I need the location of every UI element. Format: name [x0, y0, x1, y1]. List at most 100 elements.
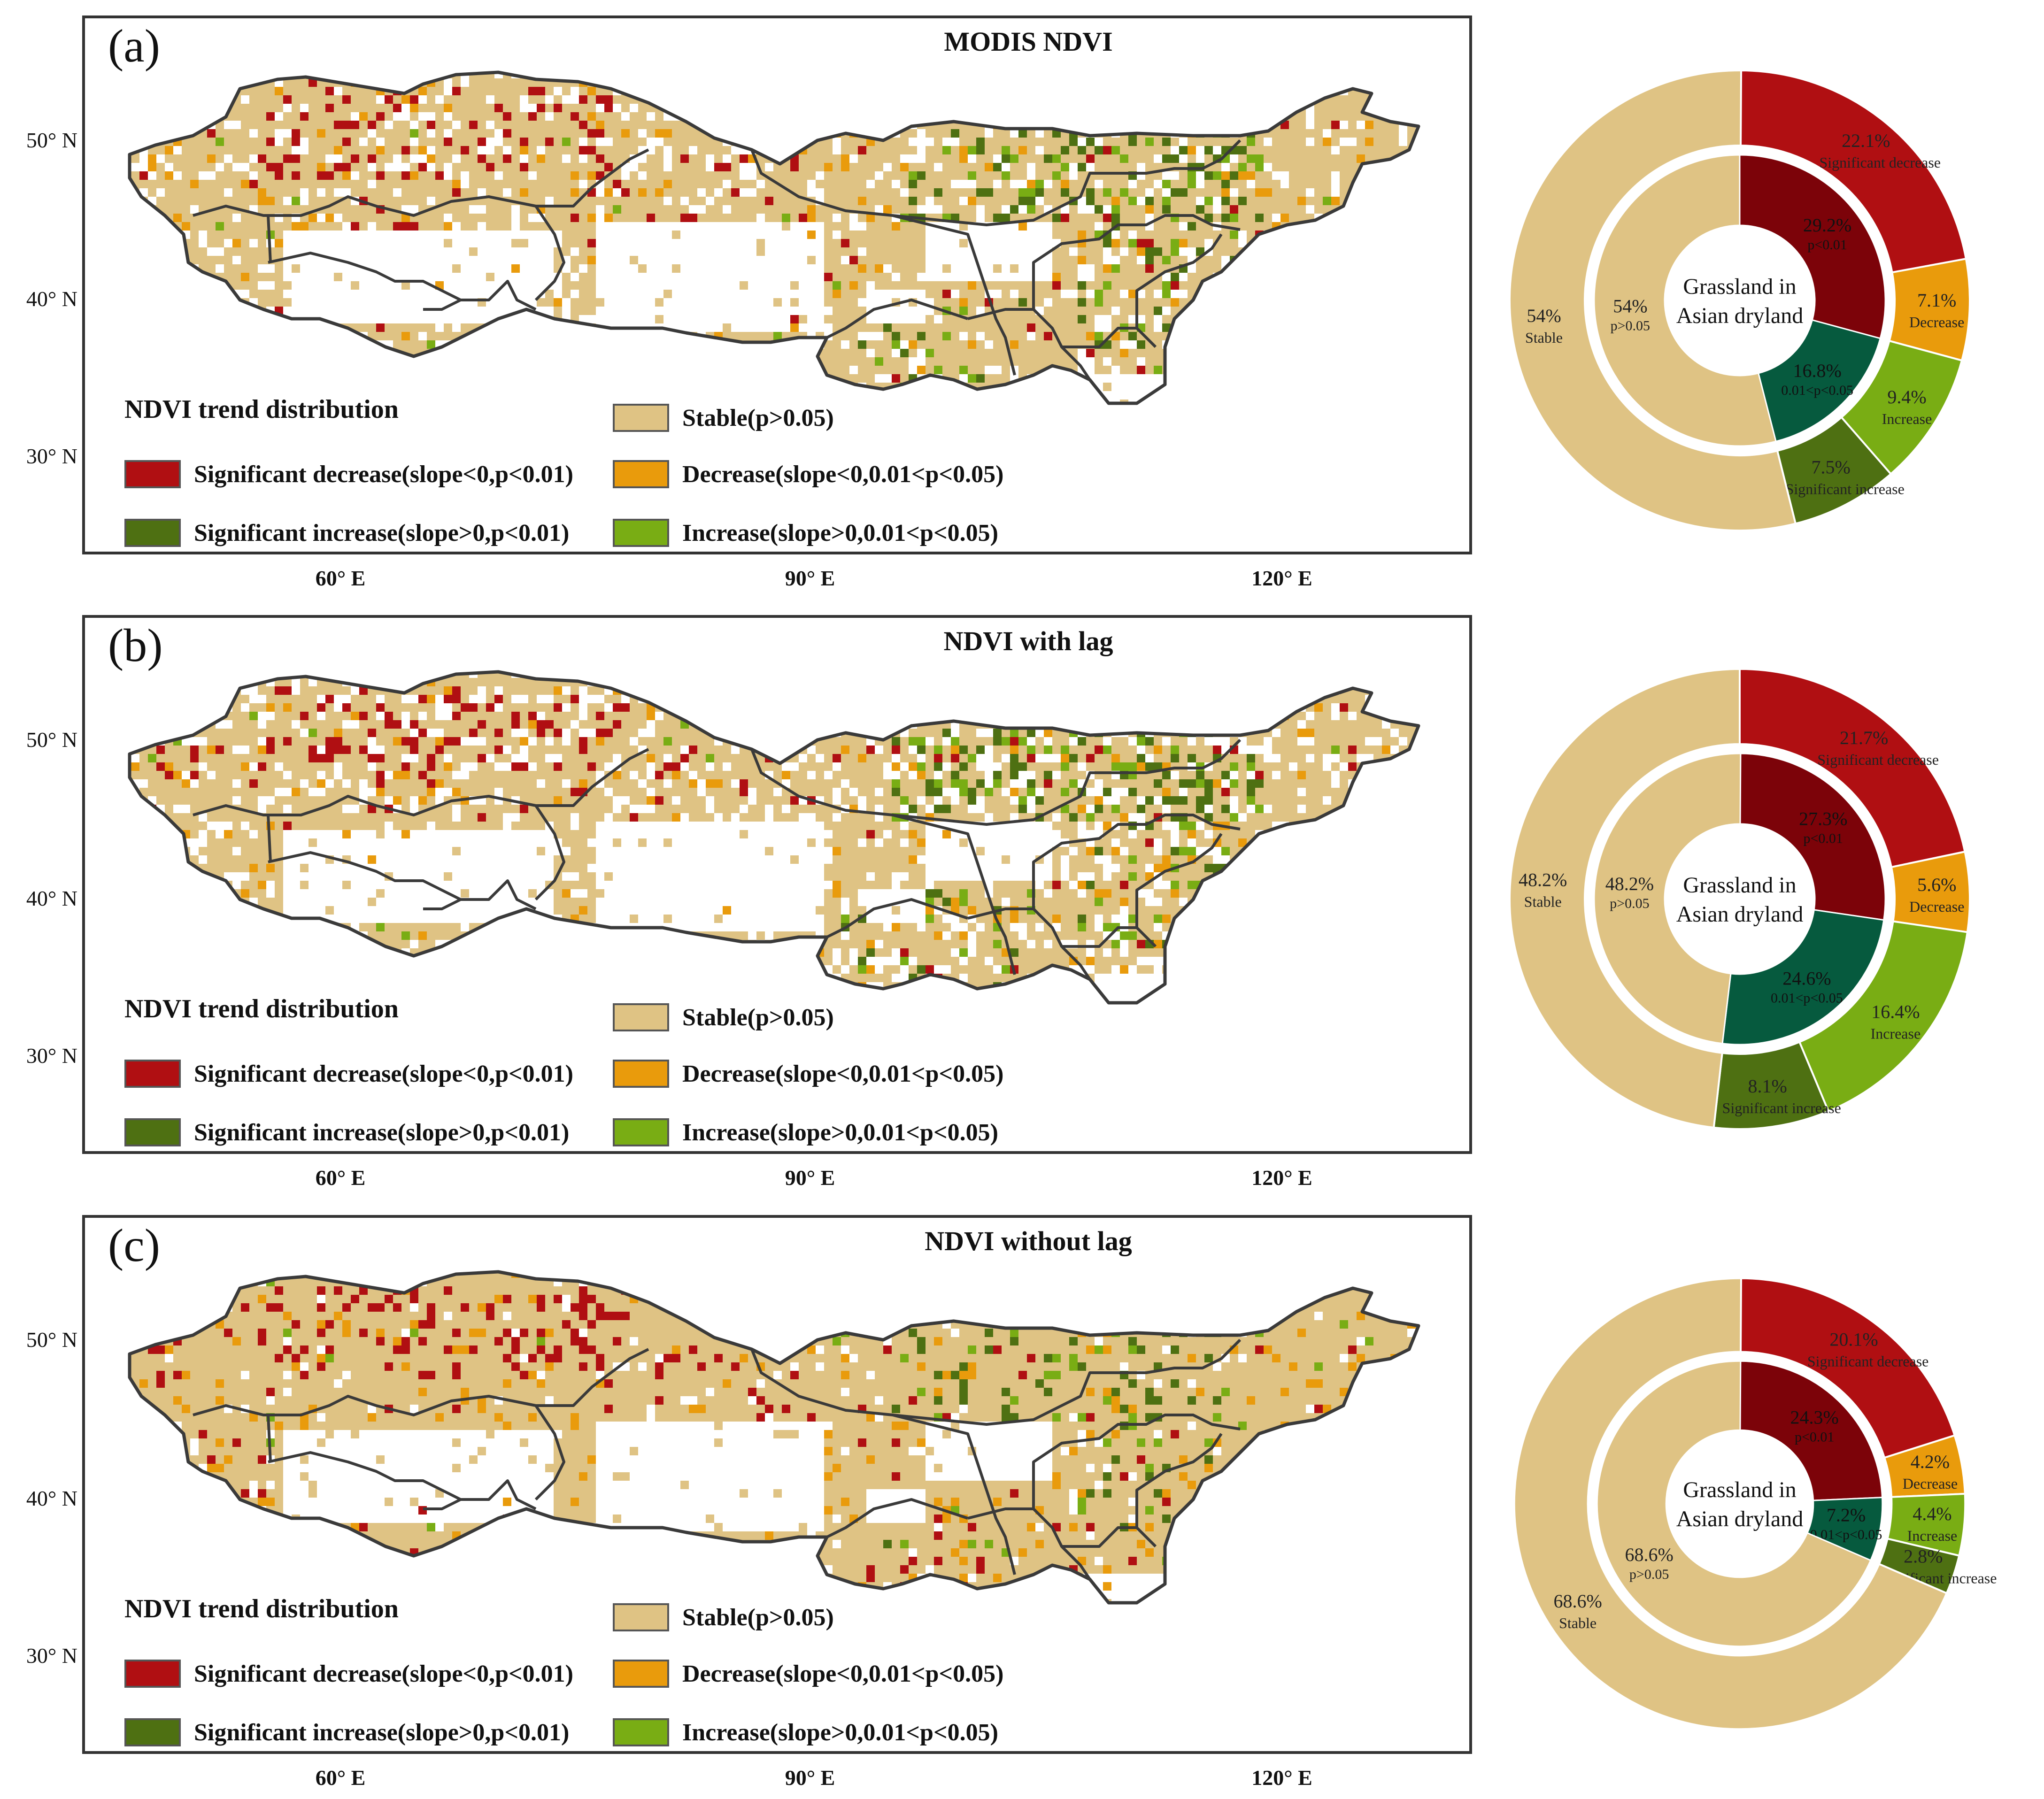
- legend-label: Significant increase(slope>0,p<0.01): [194, 1119, 570, 1146]
- map-frame: [82, 615, 1472, 1154]
- legend-label: Significant increase(slope>0,p<0.01): [194, 519, 570, 546]
- figure-panel: (a) MODIS NDVI 50° N 40° N 30° N 60° E 90° E 12…: [0, 0, 2044, 600]
- country-border: [267, 215, 272, 263]
- inner-slice-value: 24.3%: [1790, 1407, 1839, 1428]
- figure-panel: (c) NDVI without lag 50° N 40° N 30° N 60° E 9…: [0, 1199, 2044, 1799]
- legend-item-stable: Stable(p>0.05): [613, 1601, 834, 1634]
- legend-item-sig_inc: Significant increase(slope>0,p<0.01): [124, 516, 569, 549]
- donut-center: [1665, 824, 1815, 974]
- inner-slice-value: 16.8%: [1793, 360, 1841, 381]
- outer-slice-name: Stable: [1559, 1614, 1597, 1631]
- inner-slice-name: p>0.05: [1629, 1567, 1669, 1582]
- inner-slice-value: 27.3%: [1799, 808, 1847, 829]
- legend-item-sig_dec: Significant decrease(slope<0,p<0.01): [124, 1657, 573, 1690]
- country-border: [193, 748, 649, 816]
- donut-center-label: Grassland in: [1683, 873, 1796, 898]
- country-border: [967, 308, 1091, 381]
- donut-center-label: Grassland in: [1683, 1477, 1796, 1502]
- outer-slice-value: 4.2%: [1911, 1451, 1950, 1472]
- lon-tick-label: 90° E: [785, 1766, 835, 1790]
- outer-slice-value: 2.8%: [1904, 1546, 1943, 1567]
- outer-slice-value: 22.1%: [1842, 130, 1890, 151]
- lon-tick-label: 60° E: [315, 1166, 366, 1190]
- lon-tick-label: 90° E: [785, 1166, 835, 1190]
- outer-slice-value: 48.2%: [1519, 869, 1567, 890]
- legend-item-stable: Stable(p>0.05): [613, 401, 834, 434]
- outer-slice-value: 9.4%: [1887, 386, 1926, 407]
- lon-tick-label: 120° E: [1251, 1766, 1312, 1790]
- outer-slice-name: Decrease: [1909, 314, 1964, 331]
- country-border: [750, 1338, 1242, 1426]
- outer-slice-name: Stable: [1525, 329, 1563, 346]
- map-pixels-inc: [131, 72, 1419, 403]
- country-border: [967, 907, 1091, 980]
- lat-tick-label: 40° N: [26, 1486, 77, 1510]
- legend-label: Decrease(slope<0,0.01<p<0.05): [682, 1060, 1004, 1087]
- legend-label: Stable(p>0.05): [682, 1004, 834, 1031]
- country-border: [750, 139, 1242, 226]
- trend-map: [128, 1270, 1420, 1605]
- outer-slice-value: 8.1%: [1748, 1076, 1787, 1097]
- legend-swatch: [613, 1060, 669, 1088]
- inner-slice-name: 0.01<p<0.05: [1771, 991, 1843, 1006]
- inner-slice-name: p>0.05: [1610, 896, 1649, 911]
- legend-swatch: [613, 519, 669, 547]
- donut-chart: 22.1% Significant decrease 7.1% Decrease 9.4…: [1509, 69, 1971, 531]
- inner-slice-value: 24.6%: [1782, 968, 1831, 989]
- legend-title: NDVI trend distribution: [124, 395, 399, 424]
- legend-label: Stable(p>0.05): [682, 404, 834, 431]
- map-pixels-stable: [130, 672, 1419, 1003]
- legend-item-dec: Decrease(slope<0,0.01<p<0.05): [613, 458, 1003, 491]
- outer-slice-stable: [1509, 69, 1797, 531]
- legend-swatch: [124, 1718, 181, 1746]
- outer-slice-value: 54%: [1527, 305, 1561, 326]
- map-pixels-sig_inc: [841, 729, 1264, 991]
- legend-item-stable: Stable(p>0.05): [613, 1001, 834, 1034]
- donut-center-label: Grassland in: [1683, 274, 1796, 299]
- outer-slice-name: Significant decrease: [1817, 751, 1939, 768]
- map-title: NDVI with lag: [943, 626, 1113, 656]
- country-border: [1062, 327, 1157, 348]
- inner-slice-value: 29.2%: [1803, 215, 1851, 236]
- country-border: [826, 299, 968, 339]
- map-pixels-sig_dec: [148, 1272, 1419, 1603]
- country-border: [892, 1414, 1016, 1575]
- outer-slice-name: Decrease: [1909, 898, 1964, 915]
- donut-center-label: Asian dryland: [1676, 303, 1804, 328]
- legend-swatch: [613, 1603, 669, 1631]
- inner-slice-name: 0.01<p<0.05: [1781, 383, 1853, 398]
- country-border: [534, 1405, 565, 1501]
- legend-item-inc: Increase(slope>0,0.01<p<0.05): [613, 1716, 998, 1749]
- legend-label: Increase(slope>0,0.01<p<0.05): [682, 1119, 998, 1146]
- outer-slice-stable: [1508, 668, 1741, 1129]
- panel-letter: (a): [108, 20, 160, 72]
- lat-tick-label: 50° N: [26, 1328, 77, 1352]
- legend-swatch: [613, 460, 669, 488]
- donut-chart: 20.1% Significant decrease 4.2% Decrease 4.4…: [1513, 1277, 1997, 1730]
- donut-center: [1666, 1430, 1813, 1577]
- legend-item-dec: Decrease(slope<0,0.01<p<0.05): [613, 1657, 1003, 1690]
- map-frame: [82, 15, 1472, 554]
- region-outline: [128, 670, 1420, 1005]
- legend-swatch: [124, 1660, 181, 1688]
- region-outline: [128, 1270, 1420, 1605]
- country-border: [268, 252, 537, 311]
- donut-center-label: Asian dryland: [1676, 902, 1804, 927]
- legend-item-dec: Decrease(slope<0,0.01<p<0.05): [613, 1057, 1003, 1090]
- country-border: [1032, 214, 1241, 309]
- legend-title: NDVI trend distribution: [124, 1594, 399, 1623]
- country-border: [193, 1348, 649, 1416]
- country-border: [1135, 1433, 1223, 1528]
- panel-letter: (c): [108, 1219, 160, 1271]
- legend-swatch: [613, 404, 669, 432]
- region-outline: [128, 70, 1420, 405]
- outer-slice-name: Significant increase: [1786, 480, 1905, 497]
- outer-slice-stable: [1513, 1277, 1948, 1730]
- map-pixels-sig_inc: [883, 1329, 1238, 1548]
- country-border: [534, 205, 565, 301]
- legend-item-inc: Increase(slope>0,0.01<p<0.05): [613, 516, 998, 549]
- outer-slice-name: Stable: [1524, 893, 1562, 910]
- country-border: [423, 299, 462, 311]
- legend-swatch: [124, 460, 181, 488]
- lat-tick-label: 30° N: [26, 444, 77, 468]
